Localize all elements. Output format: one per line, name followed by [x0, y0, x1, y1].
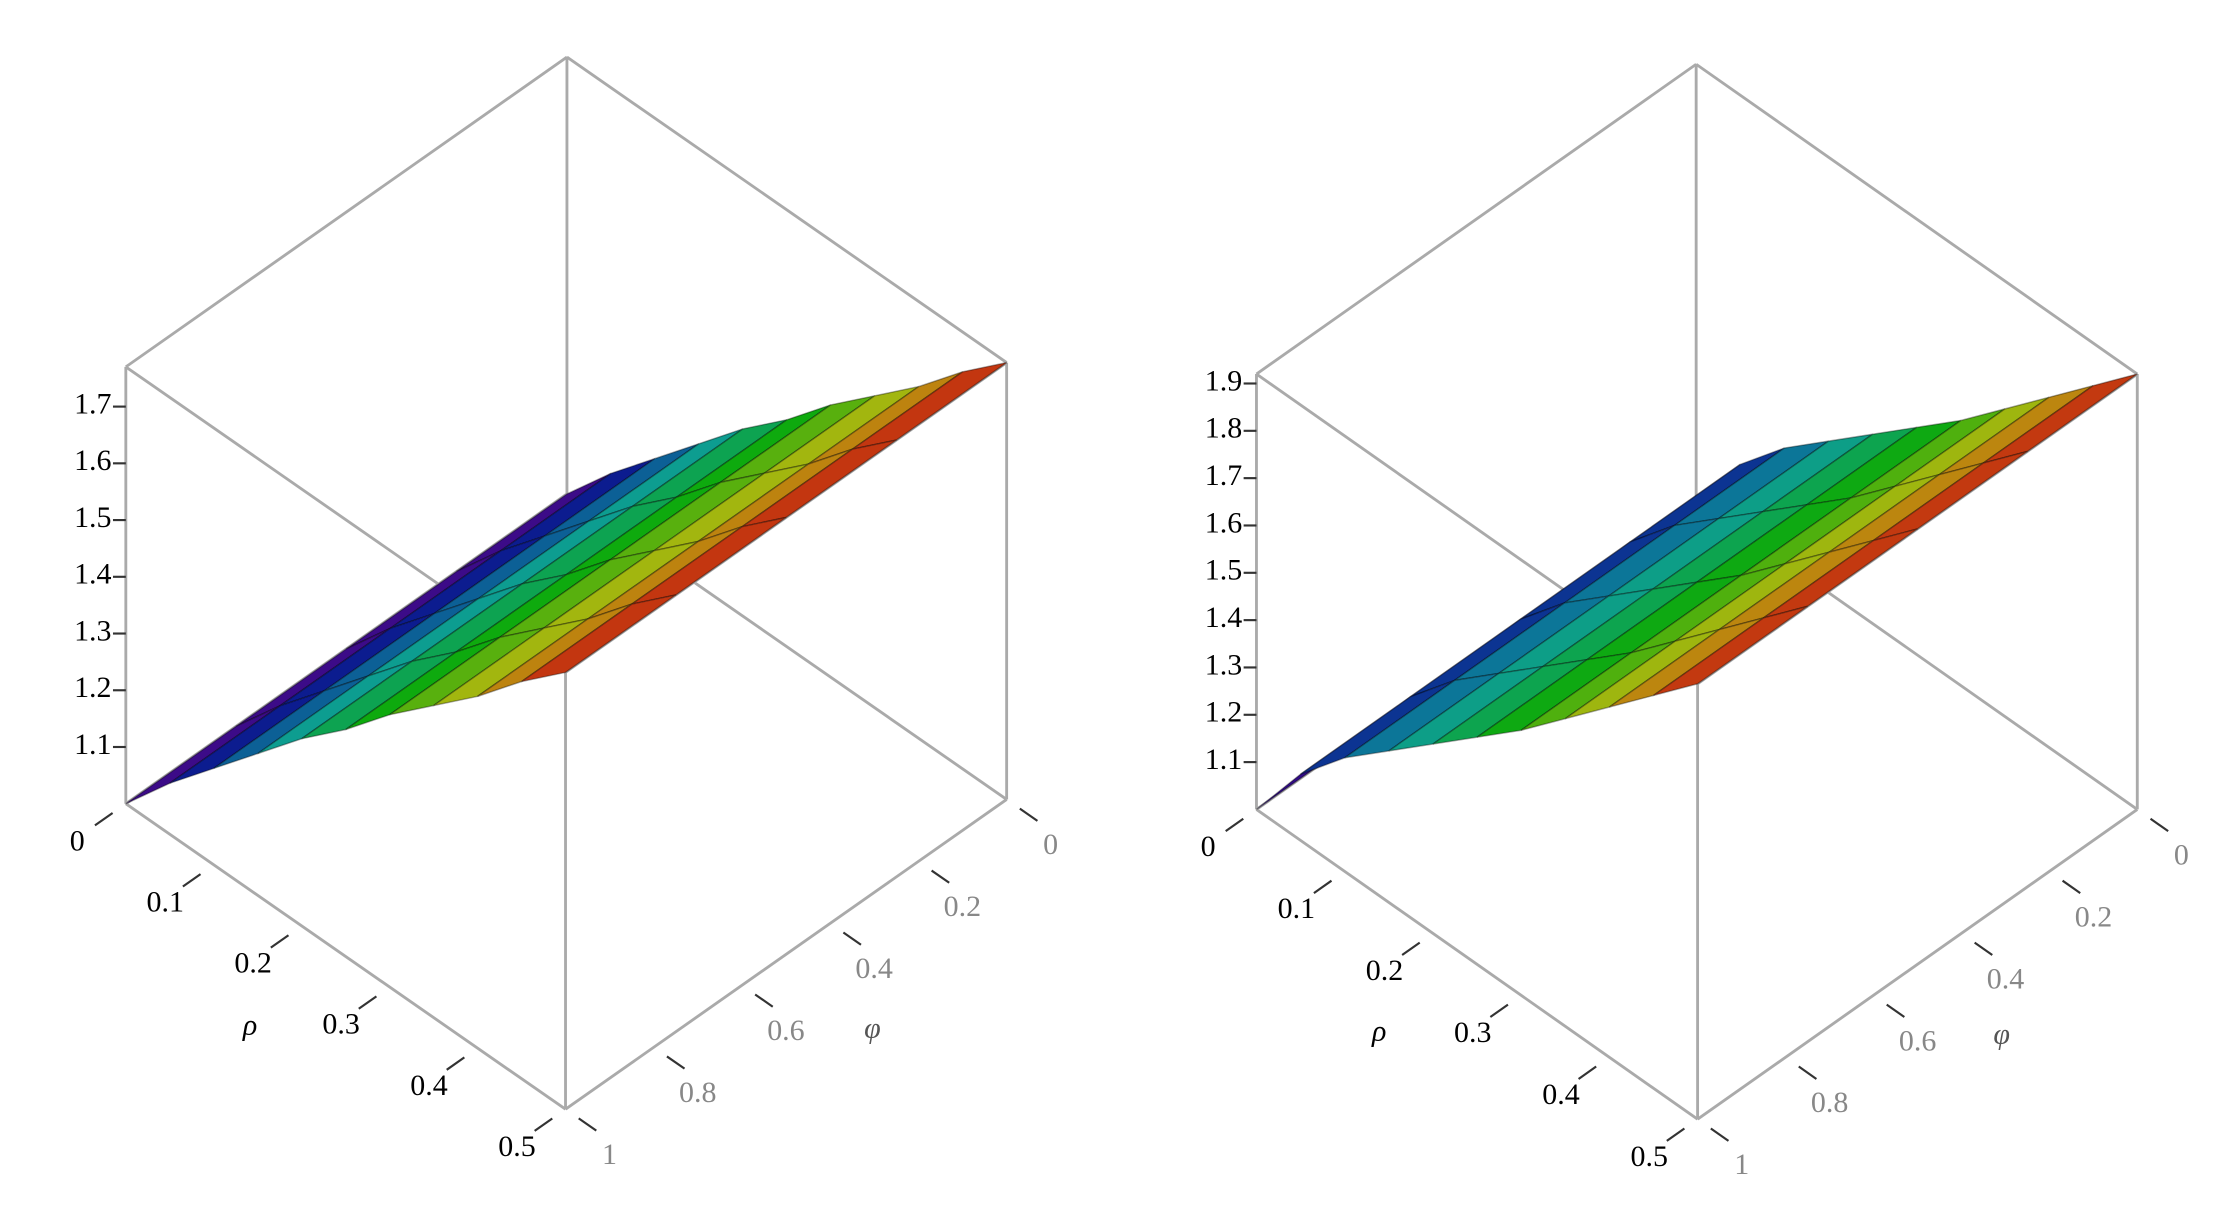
x-tick — [446, 1056, 465, 1071]
y-tick-label: 0.8 — [679, 1076, 716, 1109]
box-edge — [1695, 63, 2139, 376]
box-edge — [566, 55, 1008, 364]
box-edge — [1255, 63, 1697, 376]
x-tick-label: 0 — [1201, 830, 1216, 863]
x-tick-label: 0.2 — [1366, 954, 1403, 987]
z-tick-label: 1.4 — [74, 558, 111, 591]
y-tick — [1798, 1065, 1818, 1080]
y-tick-label: 0.6 — [1899, 1024, 1936, 1057]
z-tick-label: 1.2 — [1205, 696, 1242, 729]
z-tick-label: 1.9 — [1205, 364, 1242, 397]
x-tick-label: 0.5 — [1630, 1140, 1667, 1173]
y-tick-label: 0.8 — [1811, 1086, 1848, 1119]
y-tick-label: 0.6 — [767, 1014, 804, 1047]
x-tick-label: 0.1 — [1278, 892, 1315, 925]
y-tick-label: 0 — [1043, 828, 1058, 861]
z-tick-label: 1.5 — [74, 501, 111, 534]
y-tick — [1974, 941, 1993, 956]
x-tick-label: 0.3 — [1454, 1016, 1491, 1049]
y-tick — [666, 1055, 686, 1070]
surface-patch — [1653, 605, 1808, 697]
y-tick — [1710, 1127, 1730, 1142]
z-tick-label: 1.3 — [74, 614, 111, 647]
y-tick — [1019, 807, 1039, 822]
y-tick — [2061, 879, 2081, 894]
y-tick — [2149, 817, 2169, 832]
z-tick-label: 1.6 — [74, 444, 111, 477]
y-tick — [578, 1117, 597, 1132]
x-tick — [1225, 817, 1244, 832]
y-tick — [754, 993, 774, 1008]
z-tick-label: 1.3 — [1205, 648, 1242, 681]
box-edge — [1696, 808, 2139, 1121]
box-edge — [1255, 808, 1699, 1121]
y-tick-label: 0.2 — [2075, 900, 2112, 933]
z-tick-label: 1.1 — [74, 728, 111, 761]
x-tick — [1313, 879, 1333, 894]
z-tick-label: 1.7 — [1205, 459, 1242, 492]
z-tick-label: 1.7 — [74, 387, 111, 420]
surface-patch — [521, 594, 677, 683]
y-tick — [842, 931, 862, 946]
y-axis-label: φ — [864, 1012, 881, 1045]
box-edge — [125, 55, 568, 369]
surface-patch — [125, 705, 281, 805]
x-tick — [1666, 1127, 1686, 1142]
x-tick-label: 0 — [70, 824, 85, 857]
x-tick — [1577, 1065, 1597, 1080]
x-tick-label: 0.5 — [498, 1130, 535, 1163]
x-tick — [182, 873, 202, 888]
x-tick — [534, 1117, 553, 1132]
box-edge — [564, 798, 1008, 1111]
z-tick-label: 1.1 — [1205, 743, 1242, 776]
z-tick-label: 1.5 — [1205, 554, 1242, 587]
x-tick-label: 0.4 — [1542, 1078, 1579, 1111]
x-tick — [270, 934, 290, 949]
y-tick-label: 0 — [2174, 838, 2189, 871]
x-tick-label: 0.3 — [322, 1008, 359, 1041]
y-tick-label: 0.2 — [944, 890, 981, 923]
surface-plot: 0 0.1 0.2 0.3 0.4 0.5 0 0.2 0.4 0.6 0.8 1 1.1 1.2 1.3 1… — [1201, 63, 2189, 1181]
box-edge — [125, 802, 567, 1111]
z-tick-label: 1.2 — [74, 671, 111, 704]
z-tick-label: 1.4 — [1205, 601, 1242, 634]
x-tick-label: 0.1 — [147, 885, 184, 918]
y-tick-label: 0.4 — [1987, 962, 2024, 995]
surface-plot: 0 0.1 0.2 0.3 0.4 0.5 0 0.2 0.4 0.6 0.8 1 1.1 1.2 1.3 1… — [70, 55, 1058, 1171]
x-tick-label: 0.2 — [234, 947, 271, 980]
y-tick-label: 0.4 — [855, 952, 892, 985]
x-tick — [1401, 941, 1421, 956]
z-tick-label: 1.8 — [1205, 412, 1242, 445]
x-tick — [358, 995, 378, 1010]
x-tick-label: 0.4 — [410, 1069, 447, 1102]
x-axis-label: ρ — [1371, 1014, 1386, 1047]
x-tick — [94, 812, 114, 827]
z-tick-label: 1.6 — [1205, 506, 1242, 539]
y-axis-label: φ — [1993, 1017, 2010, 1050]
x-tick — [1489, 1003, 1509, 1018]
x-axis-label: ρ — [242, 1009, 257, 1042]
y-tick — [1886, 1003, 1905, 1018]
y-tick-label: 1 — [602, 1138, 617, 1171]
y-tick — [930, 869, 950, 884]
y-tick-label: 1 — [1734, 1148, 1749, 1181]
